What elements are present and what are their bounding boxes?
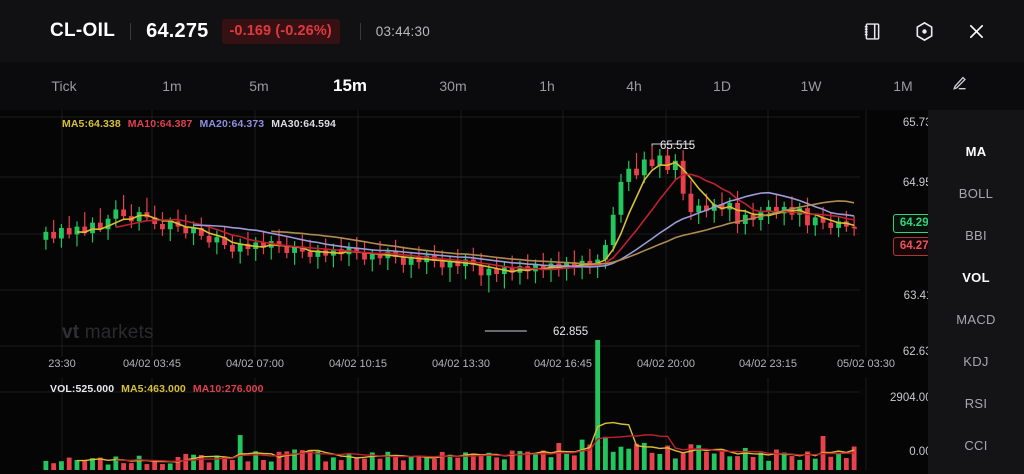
last-price-label: 64.275: [146, 19, 209, 42]
low-label: 62.855: [553, 326, 589, 338]
timeframe-1w[interactable]: 1W: [800, 78, 822, 94]
indicator-boll[interactable]: BOLL: [958, 185, 994, 201]
price-change-badge: -0.169 (-0.26%): [221, 18, 340, 44]
ma-legend-item-2: MA20:64.373: [199, 118, 265, 130]
timeframe-15m[interactable]: 15m: [332, 76, 368, 95]
timeframe-bar: Tick 1m 5m 15m 30m 1h 4h 1D 1W 1M: [0, 62, 1024, 110]
brand-watermark: vt markets: [62, 322, 154, 344]
vol-legend-item-1: MA5:463.000: [121, 383, 186, 395]
indicator-cci[interactable]: CCI: [964, 437, 988, 453]
time-tick-8: 05/02 03:30: [836, 358, 896, 370]
timeframe-1h[interactable]: 1h: [539, 78, 555, 94]
watermark-suffix: markets: [79, 322, 154, 343]
indicator-rail: MA BOLL BBI VOL MACD KDJ RSI CCI: [928, 110, 1024, 474]
time-tick-0: 23:30: [48, 358, 76, 370]
ma-legend-item-0: MA5:64.338: [62, 118, 121, 130]
time-tick-3: 04/02 10:15: [328, 358, 388, 370]
indicator-ma[interactable]: MA: [965, 143, 987, 159]
settings-hex-icon[interactable]: [912, 19, 936, 43]
timeframe-1m[interactable]: 1M: [893, 78, 913, 94]
timeframe-1d[interactable]: 1D: [713, 78, 731, 94]
timeframe-1m[interactable]: 1m: [162, 78, 182, 94]
high-label: 65.515: [660, 140, 696, 152]
header-divider-2: [359, 22, 361, 40]
ma-legend-item-3: MA30:64.594: [271, 118, 336, 130]
time-tick-1: 04/02 03:45: [122, 358, 182, 370]
header-bar: CL-OIL 64.275 -0.169 (-0.26%) 03:44:30: [0, 0, 1024, 62]
time-tick-5: 04/02 16:45: [533, 358, 593, 370]
volume-tick-0: 2904.000: [890, 392, 938, 404]
symbol-label: CL-OIL: [50, 20, 116, 41]
time-tick-2: 04/02 07:00: [225, 358, 285, 370]
header-divider-1: [130, 22, 132, 40]
time-tick-6: 04/02 20:00: [636, 358, 696, 370]
timeframe-5m[interactable]: 5m: [249, 78, 269, 94]
timeframe-30m[interactable]: 30m: [439, 78, 467, 94]
ma-legend: MA5:64.338 MA10:64.387 MA20:64.373 MA30:64.…: [62, 118, 343, 130]
watermark-brand: vt: [62, 322, 80, 343]
ma-legend-item-1: MA10:64.387: [127, 118, 193, 130]
chart-canvas: [0, 110, 867, 470]
indicator-kdj[interactable]: KDJ: [963, 353, 989, 369]
indicator-bbi[interactable]: BBI: [965, 227, 987, 243]
header-icon-group: [860, 19, 988, 43]
chart-area[interactable]: [0, 110, 928, 474]
indicator-macd[interactable]: MACD: [956, 311, 996, 327]
time-tick-4: 04/02 13:30: [431, 358, 491, 370]
volume-legend: VOL:525.000 MA5:463.000 MA10:276.000: [50, 383, 271, 395]
time-tick-7: 04/02 23:15: [738, 358, 798, 370]
timeframe-4h[interactable]: 4h: [626, 78, 642, 94]
timeframe-tick[interactable]: Tick: [51, 78, 77, 94]
vol-legend-item-0: VOL:525.000: [50, 383, 115, 395]
close-icon[interactable]: [964, 19, 988, 43]
vol-legend-item-2: MA10:276.000: [192, 383, 264, 395]
indicator-vol[interactable]: VOL: [962, 269, 990, 285]
notebook-icon[interactable]: [860, 19, 884, 43]
indicator-rsi[interactable]: RSI: [964, 395, 988, 411]
clock-label: 03:44:30: [375, 23, 430, 39]
pencil-icon[interactable]: [950, 74, 969, 98]
